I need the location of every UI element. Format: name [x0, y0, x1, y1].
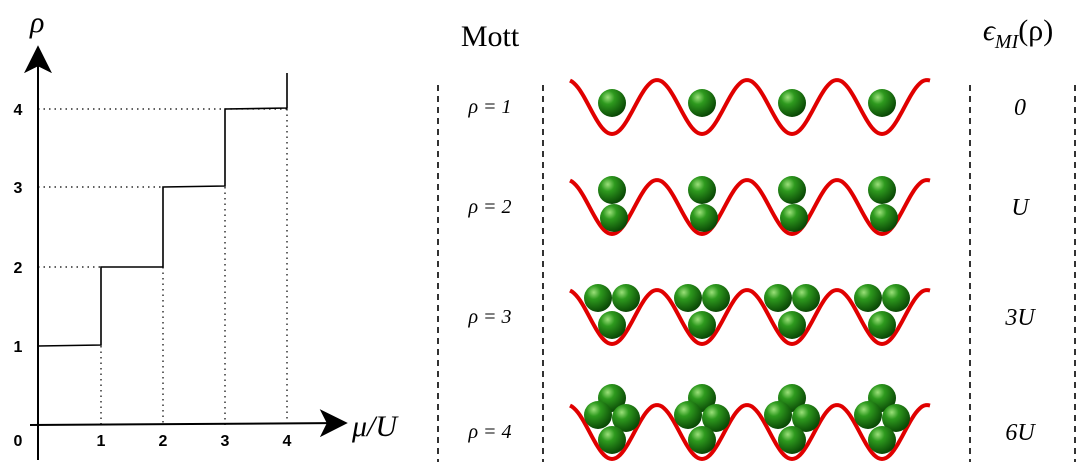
- particle: [702, 404, 730, 432]
- particle: [854, 284, 882, 312]
- particle: [854, 401, 882, 429]
- x-tick-label: 4: [283, 433, 292, 450]
- x-axis-label: μ/U: [351, 410, 399, 443]
- energy-label: 6U: [1005, 420, 1036, 446]
- lattice-potential: [569, 403, 931, 462]
- lattice-potential: [569, 78, 931, 137]
- energy-label: U: [1011, 195, 1030, 221]
- particle: [688, 311, 716, 339]
- particle: [764, 284, 792, 312]
- particle: [584, 284, 612, 312]
- particle: [778, 311, 806, 339]
- x-tick-label: 0: [14, 433, 23, 450]
- y-tick-label: 2: [14, 260, 23, 277]
- energy-label: 0: [1014, 95, 1026, 121]
- density-label: ρ = 3: [467, 306, 511, 328]
- particle: [598, 311, 626, 339]
- energy-header: ϵMI(ρ): [983, 14, 1053, 53]
- particle: [612, 284, 640, 312]
- particle: [792, 284, 820, 312]
- particle: [870, 204, 898, 232]
- x-tick-label: 1: [97, 433, 106, 450]
- y-tick-label: 4: [14, 102, 23, 119]
- separators: [437, 85, 1076, 462]
- particle: [584, 401, 612, 429]
- staircase: [37, 73, 288, 347]
- energy-argument: (ρ): [1018, 14, 1053, 47]
- density-label: ρ = 1: [467, 96, 511, 118]
- particle: [598, 426, 626, 454]
- lattice-potential: [569, 178, 931, 237]
- particle: [702, 284, 730, 312]
- particle: [868, 176, 896, 204]
- density-label: ρ = 2: [467, 196, 511, 218]
- particle: [598, 176, 626, 204]
- particle: [612, 404, 640, 432]
- density-label: ρ = 4: [467, 421, 511, 443]
- particle: [688, 426, 716, 454]
- particle: [778, 89, 806, 117]
- mott-header: Mott: [461, 20, 520, 53]
- x-tick-label: 2: [159, 433, 168, 450]
- guide-lines: [38, 108, 288, 425]
- x-axis: [29, 409, 348, 438]
- particle: [688, 176, 716, 204]
- energy-label: 3U: [1004, 305, 1036, 331]
- energy-symbol: ϵ: [983, 14, 997, 47]
- particle: [780, 204, 808, 232]
- energy-subscript: MI: [994, 31, 1020, 53]
- particle: [792, 404, 820, 432]
- particle: [690, 204, 718, 232]
- y-tick-label: 1: [14, 339, 23, 356]
- particle: [688, 89, 716, 117]
- y-axis-label: ρ: [29, 6, 44, 39]
- particle: [778, 176, 806, 204]
- x-tick-label: 3: [221, 433, 230, 450]
- particle: [882, 284, 910, 312]
- particle: [868, 311, 896, 339]
- particle: [600, 204, 628, 232]
- particle: [868, 89, 896, 117]
- particle: [778, 426, 806, 454]
- particle: [674, 401, 702, 429]
- lattice-potential: [569, 288, 931, 347]
- particle: [764, 401, 792, 429]
- y-tick-label: 3: [14, 180, 23, 197]
- particle: [882, 404, 910, 432]
- particle: [674, 284, 702, 312]
- particle: [868, 426, 896, 454]
- particle: [598, 89, 626, 117]
